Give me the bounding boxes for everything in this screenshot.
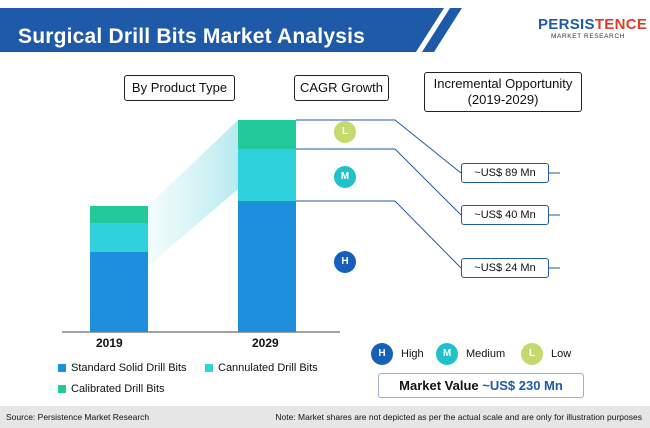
guide-line-0 [296,119,462,174]
title-banner: Surgical Drill Bits Market Analysis [0,8,470,52]
legend-label-calibrated: Calibrated Drill Bits [71,383,165,395]
cagr-legend-high-label: High [401,348,424,360]
cagr-legend-low: L Low [521,342,571,366]
logo-part2: TENCE [594,16,648,33]
cagr-marker-medium: M [334,166,356,188]
cagr-marker-high: H [334,251,356,273]
opportunity-box-low: ~US$ 89 Mn [461,163,549,183]
market-value-label: Market Value [399,378,479,393]
logo-part1: PERSIS [538,16,595,33]
cagr-legend-low-marker: L [521,343,543,365]
cagr-marker-low: L [334,121,356,143]
legend-swatch-standard [58,364,66,372]
bar-2019-calibrated-drill-bits [90,206,148,223]
bar-2029-cannulated-drill-bits [238,149,296,201]
opportunity-box-high: ~US$ 24 Mn [461,258,549,278]
cagr-legend-medium-marker: M [436,343,458,365]
title-banner-shape [0,8,462,52]
cagr-legend-medium: M Medium [436,342,505,366]
cagr-header: CAGR Growth [294,75,389,101]
logo-subtitle: MARKET RESEARCH [551,33,625,40]
year-label-2029: 2029 [252,336,279,350]
cagr-legend-high-marker: H [371,343,393,365]
legend-swatch-calibrated [58,385,66,393]
footer-note: Note: Market shares are not depicted as … [275,412,642,422]
market-value-box: Market Value ~US$ 230 Mn [378,373,584,398]
bar-2029-calibrated-drill-bits [238,120,296,149]
market-value-amount: ~US$ 230 Mn [482,378,563,393]
legend-label-standard: Standard Solid Drill Bits [71,362,187,374]
guide-line-2 [296,200,462,269]
legend-label-cannulated: Cannulated Drill Bits [218,362,318,374]
opportunity-box-medium: ~US$ 40 Mn [461,205,549,225]
logo-wordmark: PERSISTENCE [538,16,647,33]
legend-swatch-cannulated [205,364,213,372]
company-logo: PERSISTENCE MARKET RESEARCH [538,16,647,40]
incremental-opportunity-title: Incremental Opportunity [433,76,573,91]
cagr-legend-high: H High [371,342,424,366]
legend-item-cannulated: Cannulated Drill Bits [205,362,318,374]
footer-source: Source: Persistence Market Research [6,412,150,422]
bar-2029-standard-solid-drill-bits [238,201,296,332]
cagr-legend-low-label: Low [551,348,572,360]
bar-2019-standard-solid-drill-bits [90,252,148,332]
page-title: Surgical Drill Bits Market Analysis [18,25,366,48]
incremental-opportunity-header: Incremental Opportunity (2019-2029) [424,72,582,112]
guide-line-1 [296,148,462,216]
legend-item-calibrated: Calibrated Drill Bits [58,383,165,395]
footer-bar: Source: Persistence Market Research Note… [0,406,650,428]
legend-item-standard: Standard Solid Drill Bits [58,362,187,374]
incremental-opportunity-period: (2019-2029) [467,92,539,107]
cagr-legend-medium-label: Medium [466,348,506,360]
projection-band [148,120,238,266]
product-type-header: By Product Type [124,75,235,101]
bar-2019-cannulated-drill-bits [90,223,148,252]
year-label-2019: 2019 [96,336,123,350]
